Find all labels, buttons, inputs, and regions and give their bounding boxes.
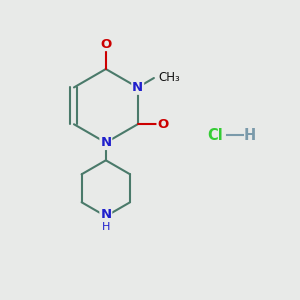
- Text: Cl: Cl: [207, 128, 223, 143]
- Text: O: O: [100, 38, 112, 50]
- Text: H: H: [102, 222, 110, 233]
- Text: O: O: [157, 118, 168, 131]
- Text: N: N: [100, 208, 111, 221]
- Text: H: H: [244, 128, 256, 143]
- Text: N: N: [132, 81, 143, 94]
- Text: CH₃: CH₃: [158, 70, 180, 84]
- Text: N: N: [100, 136, 111, 149]
